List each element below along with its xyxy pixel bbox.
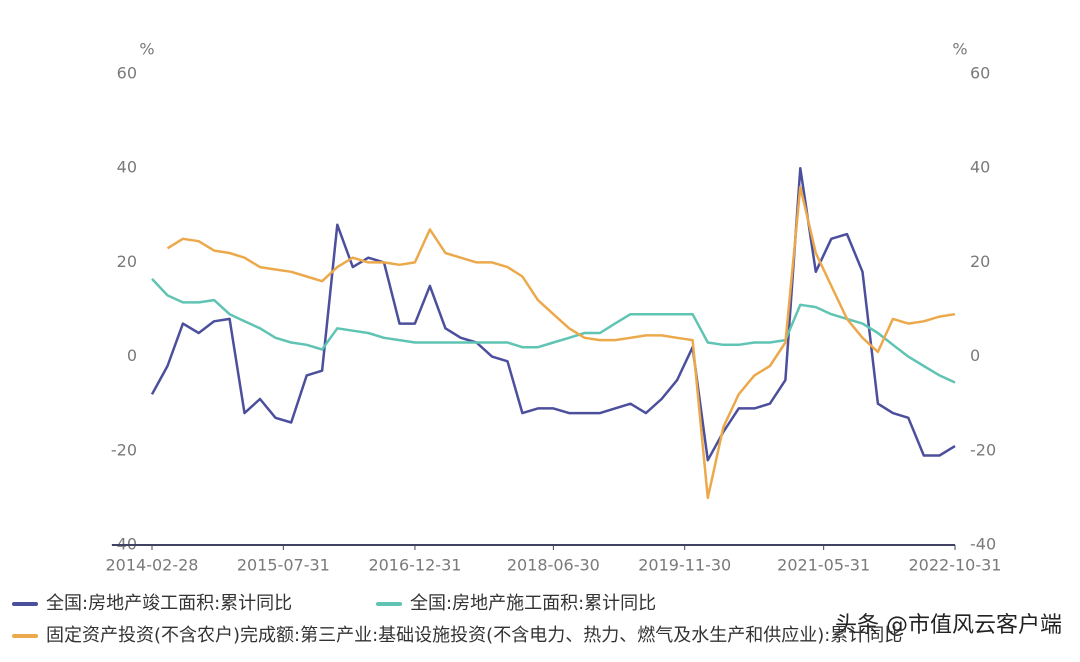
x-tick-label: 2015-07-31	[237, 556, 330, 575]
y-tick-label: 0	[127, 346, 137, 365]
y-tick-label: 60	[117, 64, 137, 83]
y2-tick-label: 0	[970, 346, 980, 365]
series-line	[150, 166, 956, 462]
y2-tick-label: -20	[970, 440, 996, 459]
y2-unit: %	[952, 40, 967, 59]
y2-tick-label: -40	[970, 535, 996, 554]
y2-tick-label: 40	[970, 158, 990, 177]
x-tick-label: 2022-10-31	[909, 556, 1002, 575]
legend-text: 固定资产投资(不含农户)完成额:第三产业:基础设施投资(不含电力、热力、燃气及水…	[46, 625, 902, 646]
x-tick-label: 2018-06-30	[507, 556, 600, 575]
x-tick-label: 2016-12-31	[368, 556, 461, 575]
y-tick-label: 40	[117, 158, 137, 177]
y2-tick-label: 20	[970, 252, 990, 271]
series-line	[166, 185, 956, 500]
x-tick-label: 2021-05-31	[777, 556, 870, 575]
y-tick-label: 20	[117, 252, 137, 271]
watermark-annotation: 头条 @市值风云客户端	[835, 613, 1062, 638]
legend-text: 全国:房地产施工面积:累计同比	[410, 593, 656, 614]
legend-text: 全国:房地产竣工面积:累计同比	[46, 593, 292, 614]
y-unit: %	[139, 40, 154, 59]
x-tick-label: 2014-02-28	[106, 556, 199, 575]
y2-tick-label: 60	[970, 64, 990, 83]
y-tick-label: -20	[111, 440, 137, 459]
series-line	[151, 278, 956, 384]
x-tick-label: 2019-11-30	[638, 556, 731, 575]
